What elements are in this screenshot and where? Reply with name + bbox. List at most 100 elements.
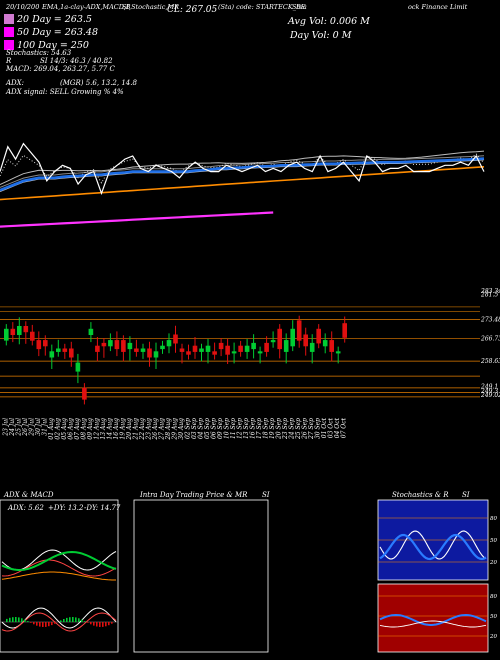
date-tick-label: 05 Aug — [61, 418, 68, 440]
candle-body — [108, 340, 113, 347]
date-tick-label: 02 Sep — [185, 418, 192, 439]
close-price-line — [0, 142, 485, 196]
macd-histogram-bar — [90, 622, 92, 625]
candle-body — [147, 348, 152, 358]
adx-value-label: ADX: 5.62 — [8, 504, 44, 512]
candle-body — [75, 362, 81, 372]
stoch-title: Stochastics & R — [392, 491, 449, 499]
avg-volume: Avg Vol: 0.006 M — [288, 16, 370, 27]
adx-macd-panel — [0, 499, 119, 653]
date-tick-label: 09 Sep — [217, 418, 224, 439]
date-tick-label: 30 Jul — [35, 418, 42, 436]
date-tick-label: 25 Sep — [295, 418, 302, 440]
level-label: 249.3 — [480, 388, 498, 395]
macd-signal-line — [1, 612, 117, 632]
rsi-readout: SI 14/3: 46.3 / 40.82 — [40, 57, 113, 65]
candle-body — [199, 348, 204, 352]
price-ema-panel — [0, 142, 485, 228]
legend-100-day: 100 Day = 250 — [17, 40, 89, 51]
macd-histogram-bar — [24, 619, 26, 622]
macd-histogram-bar — [6, 618, 8, 622]
stoch-title-suffix: SI — [462, 491, 470, 499]
indicators-label-2: SI,Stochastic,MR — [122, 3, 180, 11]
legend-swatch-100 — [4, 40, 14, 50]
adx-orange-line — [1, 571, 116, 581]
candle-body — [140, 348, 146, 352]
intraday-panel-frame — [133, 499, 269, 653]
stock-code-label: (Sta) code: STARTECK_BE — [218, 3, 306, 11]
candle-body — [23, 325, 29, 333]
macd-histogram-bar — [75, 617, 77, 622]
date-tick-label: 10 Sep — [224, 418, 231, 439]
macd-histogram-bar — [108, 622, 110, 626]
rsi-tick-label: 20 — [489, 634, 497, 640]
candle-body — [225, 345, 230, 355]
macd-readout: MACD: 269.04, 263.27, 5.77 C — [6, 65, 115, 73]
candle-body — [36, 340, 42, 350]
candle-body — [264, 342, 269, 352]
macd-histogram-bar — [78, 618, 80, 622]
candle-body — [329, 340, 335, 352]
candle-body — [322, 340, 328, 347]
macd-histogram-bar — [51, 622, 53, 626]
level-label: 258.63 — [480, 358, 500, 365]
close-label: CL: 267.05 — [167, 5, 218, 15]
macd-histogram-bar — [96, 622, 98, 627]
date-tick-label: 06 Sep — [211, 418, 218, 439]
candle-body — [270, 340, 276, 343]
macd-histogram-bar — [84, 621, 86, 622]
candle-body — [4, 328, 9, 341]
macd-histogram-bar — [69, 617, 71, 622]
ema-gray-line-2 — [0, 155, 485, 188]
candle-body — [166, 340, 172, 347]
date-tick-label: 28 Aug — [165, 418, 172, 441]
macd-histogram-bar — [18, 617, 20, 622]
rsi-tick-label: 80 — [490, 594, 497, 600]
candle-body — [257, 351, 263, 354]
date-axis: 23 Jul 24 Jul 25 Jul 26 Jul 29 Jul 30 Jul 31 J… — [2, 417, 347, 440]
macd-histogram-bar — [54, 622, 56, 624]
candle-body — [290, 328, 296, 347]
date-tick-label: 27 Aug — [159, 418, 166, 441]
macd-histogram-bar — [12, 617, 14, 622]
candle-body — [218, 342, 224, 350]
candle-body — [69, 348, 74, 358]
stoch-tick-label: 80 — [490, 516, 497, 522]
date-tick-label: 26 Sep — [302, 418, 309, 440]
adx-green-line — [1, 550, 117, 571]
intraday-title-suffix: SI — [262, 491, 270, 499]
candle-body — [153, 351, 159, 358]
candle-body — [127, 342, 133, 350]
candle-body — [309, 342, 315, 352]
rsi-tick-label: 50 — [490, 614, 497, 620]
stochastics-rsi-panel: 80 50 20 80 50 20 — [377, 499, 497, 653]
date-tick-label: 29 Jul — [28, 418, 35, 437]
date-label: 20/10/200 — [6, 3, 40, 11]
day-volume: Day Vol: 0 M — [290, 30, 352, 41]
date-tick-label: 01 Oct — [321, 417, 328, 438]
date-tick-label: 30 Sep — [315, 418, 322, 439]
candle-body — [342, 323, 348, 338]
candle-body — [82, 387, 87, 400]
legend-swatch-50 — [4, 27, 14, 37]
date-tick-label: 18 Sep — [263, 418, 270, 439]
date-tick-label: 07 Aug — [74, 418, 81, 440]
candle-body — [49, 351, 55, 358]
date-tick-label: 04 Sep — [198, 418, 205, 439]
rsi-signal-line — [379, 620, 487, 628]
candle-body — [62, 348, 68, 352]
stock-name-label-2: ock Finance Limit — [408, 3, 468, 11]
macd-histogram-bar — [27, 621, 29, 622]
macd-histogram-bar — [66, 617, 68, 622]
date-tick-label: 30 Aug — [178, 418, 185, 440]
level-label: 249.1 — [480, 384, 498, 391]
adx-readout-values: (MGR) 5.6, 13.2, 14.8 — [60, 79, 137, 87]
candle-body — [192, 345, 198, 352]
macd-histogram-bar — [48, 622, 50, 627]
date-tick-label: 20 Aug — [126, 418, 133, 441]
macd-histogram-bar — [36, 622, 38, 626]
adx-macd-title: ADX & MACD — [4, 491, 54, 499]
macd-histogram-bar — [33, 622, 35, 625]
ema-gray-line-1 — [0, 150, 485, 186]
macd-histogram-bar — [87, 622, 89, 623]
